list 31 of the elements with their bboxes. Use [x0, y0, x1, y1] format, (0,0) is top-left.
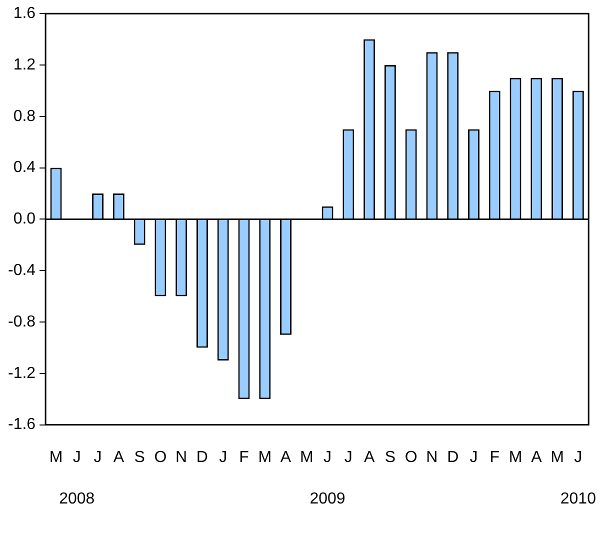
y-tick-label: -0.8 — [8, 313, 36, 330]
y-tick-label: 0.0 — [13, 210, 36, 228]
x-tick-label: F — [490, 449, 500, 466]
y-tick-label: -1.6 — [8, 416, 36, 434]
x-tick-label: M — [258, 449, 272, 466]
y-tick-label: 0.8 — [13, 108, 36, 125]
x-tick-label: M — [508, 449, 522, 466]
x-tick-label: O — [404, 449, 418, 466]
x-tick-label: N — [176, 449, 188, 466]
x-tick-label: A — [364, 449, 375, 466]
x-tick-label: J — [219, 449, 228, 466]
x-tick-label: J — [344, 449, 352, 466]
x-tick-label: D — [196, 449, 208, 466]
x-tick-label: D — [447, 449, 459, 466]
x-tick-label: F — [239, 449, 250, 466]
y-tick-label: 1.6 — [13, 5, 36, 22]
x-tick-label: S — [134, 449, 145, 466]
x-tick-label: A — [531, 449, 542, 466]
y-tick-label: 0.4 — [13, 159, 36, 176]
x-tick-label: M — [49, 449, 63, 466]
x-tick-label: J — [470, 449, 478, 466]
x-tick-label: A — [280, 449, 292, 466]
y-tick-label: 1.2 — [13, 56, 36, 74]
y-tick-label: -1.2 — [8, 364, 36, 382]
x-tick-label: S — [384, 449, 396, 466]
x-tick-label: N — [426, 449, 438, 466]
y-tick-label: -0.4 — [8, 262, 36, 280]
x-tick-label: O — [154, 449, 167, 466]
x-tick-label: J — [94, 449, 102, 466]
x-tick-label: M — [300, 449, 314, 466]
x-tick-label: A — [113, 449, 124, 466]
